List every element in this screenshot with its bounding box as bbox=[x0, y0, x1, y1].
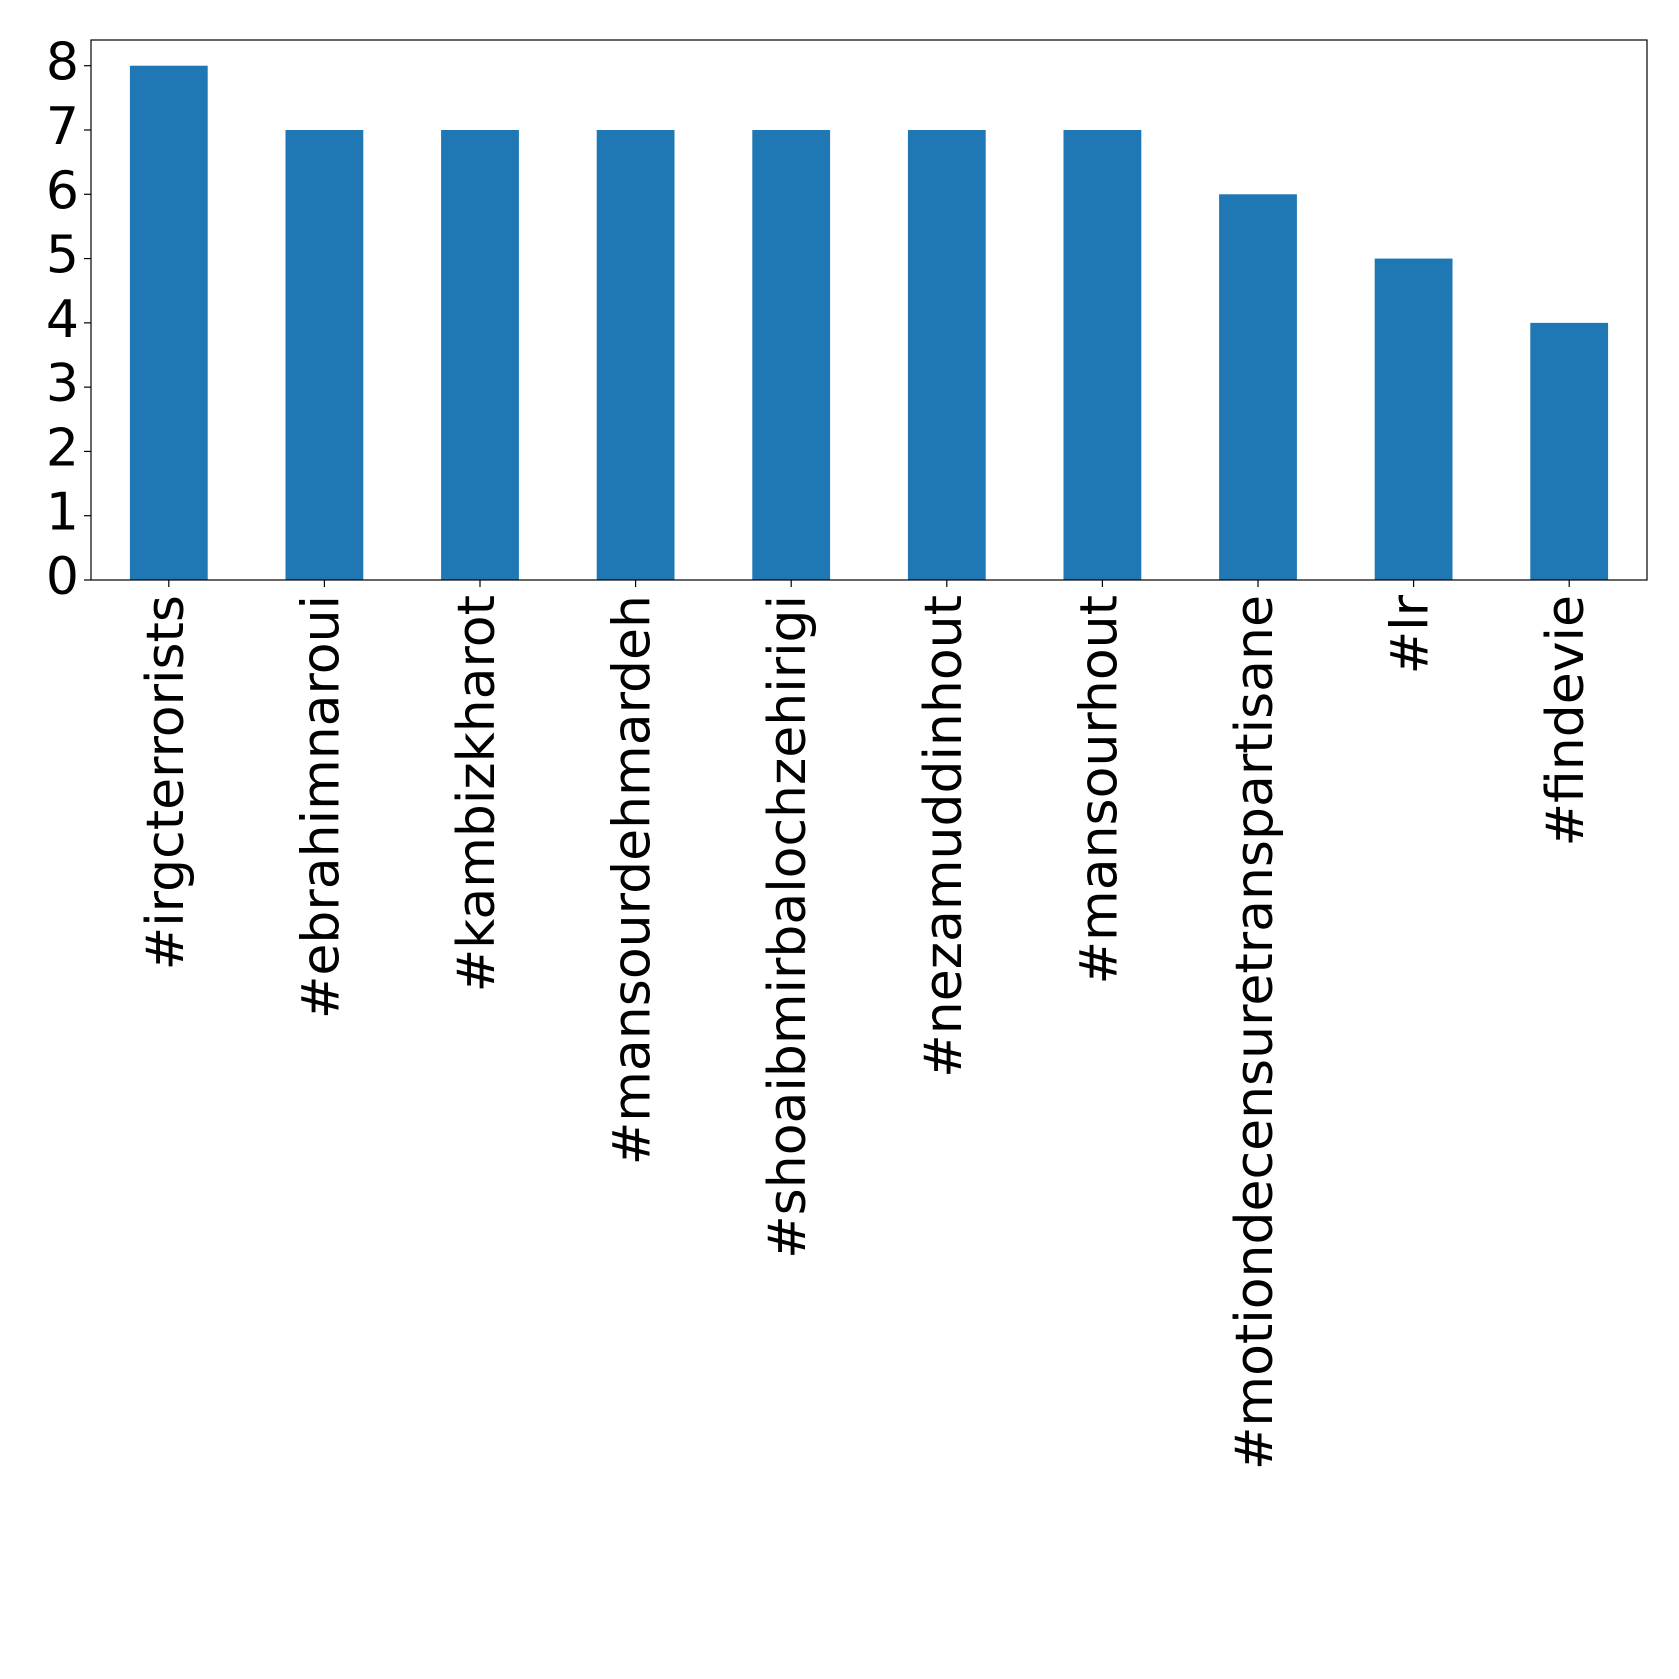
bar bbox=[285, 130, 364, 580]
x-tick-label: #motiondecensuretranspartisane bbox=[1225, 595, 1285, 1470]
y-tick-label: 1 bbox=[46, 483, 79, 543]
bar bbox=[752, 130, 831, 580]
x-tick-label: #lr bbox=[1381, 594, 1441, 674]
bar bbox=[1374, 258, 1453, 580]
x-tick-label: #nezamuddinhout bbox=[914, 595, 974, 1078]
y-tick-label: 2 bbox=[46, 418, 79, 478]
y-tick-label: 3 bbox=[46, 354, 79, 414]
y-tick-label: 4 bbox=[46, 290, 79, 350]
bar bbox=[441, 130, 519, 580]
x-tick-label: #mansourdehmardeh bbox=[603, 595, 663, 1165]
x-tick-label: #kambizkharot bbox=[447, 595, 507, 992]
x-tick-label: #irgcterrorists bbox=[136, 595, 196, 970]
bar bbox=[907, 130, 986, 580]
x-tick-label: #ebrahimnaroui bbox=[291, 595, 351, 1019]
bar bbox=[1063, 130, 1142, 580]
x-tick-label: #shoaibmirbalochzehirigi bbox=[758, 595, 818, 1259]
y-tick-label: 0 bbox=[46, 547, 79, 607]
plot-frame bbox=[90, 39, 1648, 581]
x-tick-label: #findevie bbox=[1536, 595, 1596, 847]
bar bbox=[1530, 322, 1609, 580]
y-tick-label: 7 bbox=[46, 97, 79, 157]
bar bbox=[596, 130, 675, 580]
x-tick-label: #mansourhout bbox=[1069, 595, 1129, 985]
y-tick-label: 6 bbox=[46, 161, 79, 221]
bar bbox=[1219, 194, 1297, 581]
bar bbox=[129, 65, 208, 580]
y-tick-label: 5 bbox=[46, 226, 79, 286]
y-tick-label: 8 bbox=[46, 33, 79, 93]
